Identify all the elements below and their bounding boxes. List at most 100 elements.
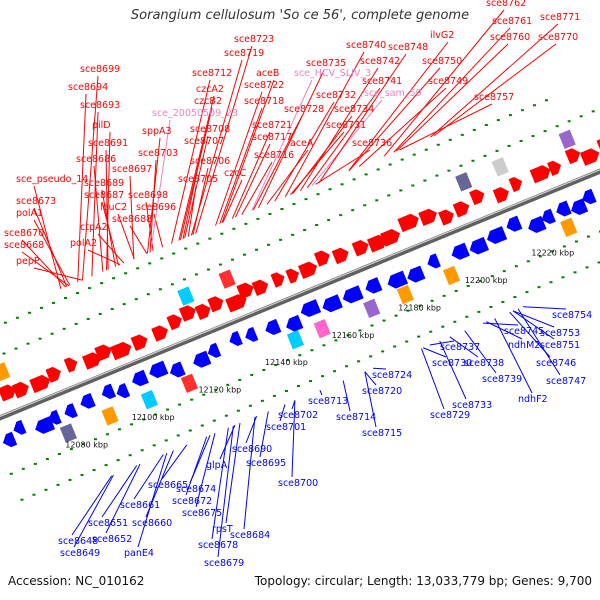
gene-label-bottom[interactable]: sce8649 [60, 548, 100, 559]
gene-label-top[interactable]: sce8721 [252, 120, 292, 131]
gene-label-top[interactable]: sce8750 [422, 56, 462, 67]
gene-label-top[interactable]: aceB [256, 68, 279, 79]
gene-label-top[interactable]: sce8670 [4, 228, 44, 239]
gene-label-top[interactable]: sce8696 [136, 202, 176, 213]
gene-label-bottom[interactable]: sce8747 [546, 376, 586, 387]
gene-label-bottom[interactable]: sce8739 [482, 374, 522, 385]
gene-label-top[interactable]: pepP [16, 256, 40, 267]
gene-label-bottom[interactable]: sce8672 [172, 496, 212, 507]
gene-label-top[interactable]: sce8689 [84, 178, 124, 189]
gene-label-top[interactable]: sce8717 [252, 132, 292, 143]
gene-label-top[interactable]: sce8723 [234, 34, 274, 45]
gene-label-top[interactable]: czcB2 [194, 96, 222, 107]
gene-label-top[interactable]: sce8731 [326, 120, 366, 131]
gene-label-top[interactable]: sce8719 [224, 48, 264, 59]
gene-label-bottom[interactable]: sce8720 [362, 386, 402, 397]
gene-label-top[interactable]: sce8741 [362, 76, 402, 87]
gene-label-top[interactable]: ilvG2 [430, 30, 454, 41]
gene-label-top[interactable]: sce8686 [76, 154, 116, 165]
gene-label-bottom[interactable]: sce8751 [540, 340, 580, 351]
gene-label-top[interactable]: sppA3 [142, 126, 172, 137]
gene-label-top[interactable]: sce8770 [538, 32, 578, 43]
gene-label-bottom[interactable]: ndhM2 [508, 340, 540, 351]
gene-label-top[interactable]: czcA2 [196, 84, 224, 95]
gene-label-top[interactable]: sce8732 [316, 90, 356, 101]
gene-label-bottom[interactable]: sce8701 [266, 422, 306, 433]
gene-label-top[interactable]: sce8687 [84, 190, 124, 201]
gene-label-top[interactable]: sce8771 [540, 12, 580, 23]
gene-label-top[interactable]: sce8708 [190, 124, 230, 135]
gene-label-bottom[interactable]: sce8684 [230, 530, 270, 541]
gene-label-bottom[interactable]: sce8678 [198, 540, 238, 551]
gene-label-bottom[interactable]: glpA [206, 460, 228, 471]
gene-label-top[interactable]: sce8707 [184, 136, 224, 147]
gene-label-bottom[interactable]: sce8754 [552, 310, 592, 321]
gene-label-top[interactable]: polA1 [16, 208, 43, 219]
gene-label-top[interactable]: sce8703 [138, 148, 178, 159]
gene-label-bottom[interactable]: sce8714 [336, 412, 376, 423]
gene-label-top[interactable]: sce8760 [490, 32, 530, 43]
gene-label-top[interactable]: sce8728 [284, 104, 324, 115]
gene-label-top[interactable]: sce8736 [352, 138, 392, 149]
gene-label-top[interactable]: sce8762 [486, 0, 526, 9]
gene-label-bottom[interactable]: ndhF2 [518, 394, 548, 405]
gene-label-top[interactable]: sce8673 [16, 196, 56, 207]
gene-label-bottom[interactable]: sce8660 [132, 518, 172, 529]
gene-label-bottom[interactable]: sce8713 [308, 396, 348, 407]
gene-label-top[interactable]: sce8699 [80, 64, 120, 75]
gene-label-bottom[interactable]: sce8737 [440, 342, 480, 353]
gene-label-bottom[interactable]: sce8651 [88, 518, 128, 529]
gene-label-bottom[interactable]: sce8733 [452, 400, 492, 411]
gene-label-bottom[interactable]: sce8746 [536, 358, 576, 369]
gene-label-bottom[interactable]: sce8724 [372, 370, 412, 381]
gene-label-bottom[interactable]: sce8753 [540, 328, 580, 339]
gene-label-bottom[interactable]: sce8745 [504, 326, 544, 337]
gene-label-bottom[interactable]: sce8652 [92, 534, 132, 545]
gene-label-bottom[interactable]: sce8648 [58, 536, 98, 547]
gene-label-bottom[interactable]: sce8715 [362, 428, 402, 439]
gene-label-top[interactable]: sce_HCV_SLIV_3 [294, 68, 371, 79]
gene-label-top[interactable]: leuC2 [100, 202, 127, 213]
gene-label-top[interactable]: sce8712 [192, 68, 232, 79]
gene-label-top[interactable]: sce8761 [492, 16, 532, 27]
gene-label-bottom[interactable]: sce8690 [232, 444, 272, 455]
gene-label-bottom[interactable]: sce8695 [246, 458, 286, 469]
gene-label-top[interactable]: sce8722 [244, 80, 284, 91]
gene-label-bottom[interactable]: sce8665 [148, 480, 188, 491]
gene-label-bottom[interactable]: sce8700 [278, 478, 318, 489]
gene-label-top[interactable]: sce8718 [244, 96, 284, 107]
gene-label-bottom[interactable]: sce8729 [430, 410, 470, 421]
gene-label-top[interactable]: sce8697 [112, 164, 152, 175]
gene-label-top[interactable]: sce8691 [88, 138, 128, 149]
gene-label-bottom[interactable]: sce8674 [176, 484, 216, 495]
gene-label-top[interactable]: sce8716 [254, 150, 294, 161]
gene-label-top[interactable]: aceA [290, 138, 314, 149]
gene-label-bottom[interactable]: sce8730 [432, 358, 472, 369]
gene-label-top[interactable]: sce8748 [388, 42, 428, 53]
gene-label-bottom[interactable]: sce8702 [278, 410, 318, 421]
gene-label-top[interactable]: sce_20050509_23 [152, 108, 238, 119]
gene-label-top[interactable]: sce8706 [190, 156, 230, 167]
gene-labels[interactable]: sce8699sce8694sce8693pilDsce8691sce8686s… [4, 0, 592, 569]
gene-label-top[interactable]: sce8740 [346, 40, 386, 51]
gene-label-top[interactable]: sce8705 [178, 174, 218, 185]
gene-label-top[interactable]: sce8693 [80, 100, 120, 111]
gene-label-bottom[interactable]: sce8679 [204, 558, 244, 569]
gene-label-top[interactable]: sce_pseudo_14 [16, 174, 88, 185]
gene-label-top[interactable]: sce8688 [112, 214, 152, 225]
gene-label-top[interactable]: polA2 [70, 238, 97, 249]
gene-label-top[interactable]: sce8735 [306, 58, 346, 69]
gene-label-top[interactable]: sce8698 [128, 190, 168, 201]
gene-label-top[interactable]: sce_sam_59 [364, 88, 422, 99]
gene-label-top[interactable]: sce8749 [428, 76, 468, 87]
gene-label-bottom[interactable]: rpsT [212, 524, 233, 535]
gene-label-bottom[interactable]: panE4 [124, 548, 154, 559]
gene-label-top[interactable]: pilD [92, 120, 111, 131]
gene-label-top[interactable]: sce8668 [4, 240, 44, 251]
gene-label-bottom[interactable]: sce8675 [182, 508, 222, 519]
gene-label-top[interactable]: sce8734 [334, 104, 374, 115]
gene-label-top[interactable]: czcC [224, 168, 246, 179]
gene-label-top[interactable]: sce8694 [68, 82, 108, 93]
gene-label-top[interactable]: sce8742 [360, 56, 400, 67]
